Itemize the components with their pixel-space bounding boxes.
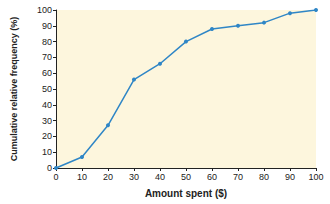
svg-text:Amount spent ($): Amount spent ($) xyxy=(145,188,227,199)
svg-text:10: 10 xyxy=(42,147,52,157)
svg-text:30: 30 xyxy=(42,116,52,126)
svg-text:70: 70 xyxy=(42,52,52,62)
svg-text:20: 20 xyxy=(42,131,52,141)
svg-text:10: 10 xyxy=(77,172,87,182)
svg-text:0: 0 xyxy=(53,172,58,182)
svg-text:30: 30 xyxy=(129,172,139,182)
svg-text:20: 20 xyxy=(103,172,113,182)
svg-text:40: 40 xyxy=(42,100,52,110)
svg-text:90: 90 xyxy=(42,21,52,31)
svg-text:60: 60 xyxy=(42,68,52,78)
svg-text:100: 100 xyxy=(37,5,52,15)
svg-text:40: 40 xyxy=(155,172,165,182)
svg-text:80: 80 xyxy=(259,172,269,182)
svg-text:50: 50 xyxy=(181,172,191,182)
svg-text:50: 50 xyxy=(42,84,52,94)
svg-text:100: 100 xyxy=(308,172,323,182)
svg-text:70: 70 xyxy=(233,172,243,182)
svg-text:Cumulative relative frequency: Cumulative relative frequency (%) xyxy=(9,17,19,162)
svg-text:60: 60 xyxy=(207,172,217,182)
svg-text:80: 80 xyxy=(42,37,52,47)
svg-text:0: 0 xyxy=(47,163,52,173)
svg-text:90: 90 xyxy=(285,172,295,182)
